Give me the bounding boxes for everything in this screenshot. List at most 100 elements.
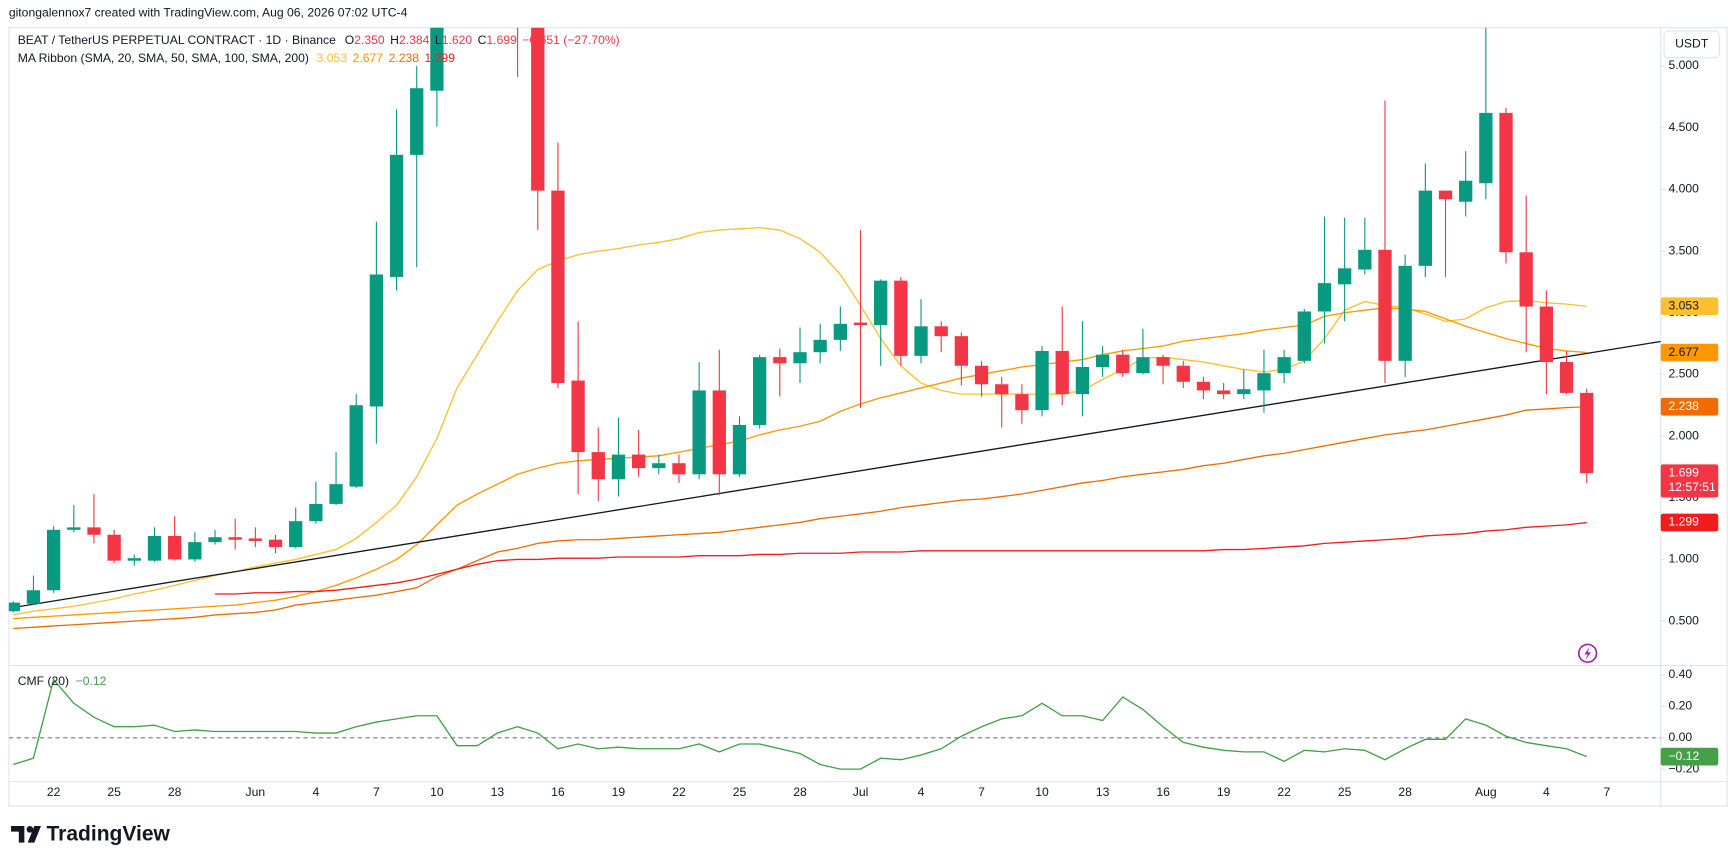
- candle-body: [571, 380, 585, 453]
- candle-body: [974, 365, 989, 385]
- candle-body: [1015, 394, 1029, 411]
- candle-body: [1459, 180, 1473, 202]
- candle-body: [1035, 350, 1049, 411]
- x-tick-label: 10: [1035, 785, 1049, 799]
- candle-body: [1317, 283, 1332, 312]
- candle-body: [551, 190, 565, 384]
- candle-body: [1559, 362, 1574, 393]
- candle-body: [1237, 389, 1251, 395]
- last-value-box: [1660, 747, 1719, 766]
- candle-body: [147, 535, 162, 561]
- cmf-legend: CMF (20) −0.12: [18, 674, 107, 688]
- candle-body: [188, 542, 202, 560]
- candle-body: [1277, 357, 1291, 374]
- x-tick-label: Aug: [1475, 785, 1497, 799]
- candle-body: [1055, 350, 1069, 395]
- candle-body: [813, 339, 827, 353]
- ohlc-value: 2.350: [354, 33, 385, 47]
- candle-body: [1156, 357, 1170, 366]
- candle-body: [1398, 265, 1412, 361]
- alert-icon[interactable]: [1577, 643, 1598, 664]
- y-tick-label: 4.500: [1668, 120, 1699, 134]
- candle-body: [1257, 373, 1271, 391]
- candle-body: [995, 384, 1009, 395]
- candle-body: [329, 484, 343, 504]
- candle-body: [107, 534, 121, 561]
- currency-button[interactable]: USDT: [1663, 30, 1720, 59]
- last-value-box: [1660, 397, 1719, 416]
- candle-body: [894, 280, 908, 356]
- last-value-label: 3.053: [1668, 298, 1699, 312]
- candle-body: [248, 538, 262, 541]
- candle-body: [753, 357, 767, 425]
- cmf-title: CMF (20): [18, 674, 69, 688]
- x-tick-label: Jul: [853, 785, 869, 799]
- moving-average-line: [13, 406, 1587, 630]
- candle-body: [1176, 365, 1190, 382]
- candle-body: [874, 280, 888, 326]
- x-tick-label: 22: [47, 785, 61, 799]
- candle-body: [692, 390, 706, 475]
- y-tick-label: 0.00: [1668, 730, 1692, 744]
- axes: 22 25 28 Jun 4 7 10 13 16 19 22 25 28 Jul 4 7 10 13 16 19 22…: [47, 58, 1719, 799]
- symbol-title: BEAT / TetherUS PERPETUAL CONTRACT · 1D …: [18, 33, 336, 47]
- candle-body: [1297, 311, 1311, 361]
- candle-body: [652, 463, 666, 469]
- candle-body: [87, 527, 101, 535]
- x-tick-label: 28: [168, 785, 182, 799]
- last-value-label: 2.238: [1668, 399, 1699, 413]
- alert-icon-bolt[interactable]: [1584, 646, 1591, 660]
- candle-body: [1358, 249, 1372, 270]
- y-tick-label: 5.000: [1668, 58, 1699, 72]
- candle-body: [833, 323, 847, 340]
- candle-body: [430, 27, 444, 91]
- alert-icon-ring[interactable]: [1577, 643, 1598, 664]
- candle-body: [954, 336, 969, 366]
- indicator-name: MA Ribbon (SMA, 20, SMA, 50, SMA, 100, S…: [18, 51, 309, 65]
- candle-body: [1216, 390, 1231, 395]
- cmf-value: −0.12: [76, 674, 107, 688]
- brand-logo: TradingView: [11, 822, 171, 845]
- candle-body: [289, 521, 303, 548]
- logo-mark: [11, 826, 25, 843]
- y-tick-label: 0.500: [1668, 613, 1699, 627]
- candle-body: [127, 558, 141, 561]
- cmf-pane: [8, 678, 1661, 770]
- x-tick-label: 28: [1398, 785, 1412, 799]
- ohlc-value: 2.384: [399, 33, 430, 47]
- candle-body: [1519, 252, 1533, 307]
- ohlc-key: C: [478, 33, 487, 47]
- change-value: −0.651 (−27.70%): [522, 33, 619, 47]
- candle-body: [773, 357, 787, 364]
- last-price-label: 1.699: [1668, 465, 1699, 479]
- currency-label[interactable]: USDT: [1675, 37, 1709, 51]
- x-tick-label: 19: [612, 785, 626, 799]
- x-tick-label: 16: [1156, 785, 1170, 799]
- frame: [8, 27, 1728, 807]
- candle-body: [1136, 357, 1150, 374]
- logo-dot: [26, 826, 34, 833]
- last-value-box: [1660, 513, 1719, 532]
- watermark: gitongalennox7 created with TradingView.…: [9, 6, 408, 20]
- candle-body: [853, 322, 868, 326]
- candle-body: [611, 454, 626, 480]
- candle-body: [1479, 112, 1493, 184]
- logo-slash: [27, 826, 41, 843]
- ohlc-key: O: [345, 33, 354, 47]
- indicator-value: 1.299: [425, 51, 456, 65]
- candle-body: [1338, 268, 1352, 285]
- x-tick-label: 22: [1277, 785, 1291, 799]
- candle-body: [1539, 306, 1554, 363]
- currency-button-box[interactable]: [1663, 30, 1720, 59]
- candle-body: [208, 537, 222, 543]
- candle-body: [8, 602, 20, 612]
- x-tick-label: 25: [107, 785, 121, 799]
- x-tick-label: 4: [1543, 785, 1550, 799]
- candle-body: [591, 452, 605, 480]
- candle-body: [410, 88, 424, 155]
- candle-body: [1075, 366, 1090, 395]
- ohlc-value: 1.620: [442, 33, 473, 47]
- x-tick-label: 7: [373, 785, 380, 799]
- ohlc-value: 1.699: [486, 33, 517, 47]
